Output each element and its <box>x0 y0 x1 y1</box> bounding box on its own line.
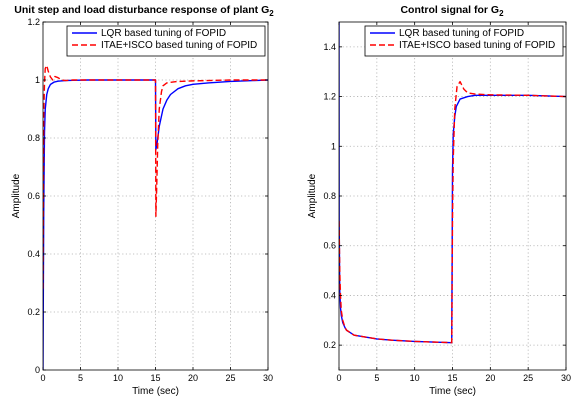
x-tick-label: 30 <box>263 373 273 383</box>
x-tick-label: 5 <box>78 373 83 383</box>
y-tick-label: 0 <box>35 365 40 375</box>
chart-title-text: Control signal for G <box>400 4 499 16</box>
y-tick-label: 0.8 <box>323 191 336 201</box>
y-axis-label: Amplitude <box>11 173 22 218</box>
legend-box <box>364 25 564 57</box>
x-axis-label: Time (sec) <box>132 386 179 397</box>
x-tick-label: 20 <box>485 373 495 383</box>
legend-label-lqr: LQR based tuning of FOPID <box>399 28 524 39</box>
y-tick-label: 0.2 <box>27 307 40 317</box>
x-tick-label: 10 <box>410 373 420 383</box>
x-tick-label: 0 <box>336 373 341 383</box>
y-tick-label: 0.6 <box>323 241 336 251</box>
control-signal-chart: 0 5 10 15 20 25 30 0.2 0.4 0.6 0.8 1 1.2 1.4 Time (sec… <box>307 4 571 397</box>
legend-label-itae: ITAE+ISCO based tuning of FOPID <box>399 40 555 51</box>
chart-title-text: Unit step and load disturbance response … <box>14 4 269 16</box>
x-tick-label: 15 <box>150 373 160 383</box>
y-tick-label: 0.4 <box>27 249 40 259</box>
y-tick-label: 1 <box>331 141 336 151</box>
chart-title-subscript: 2 <box>269 9 274 18</box>
x-tick-label: 20 <box>188 373 198 383</box>
legend-label-itae: ITAE+ISCO based tuning of FOPID <box>101 40 257 51</box>
x-tick-label: 25 <box>225 373 235 383</box>
x-tick-label: 5 <box>374 373 379 383</box>
y-tick-label: 1.2 <box>27 17 40 27</box>
legend-box <box>66 25 266 57</box>
x-tick-label: 15 <box>447 373 457 383</box>
x-axis-label: Time (sec) <box>429 386 476 397</box>
x-tick-label: 25 <box>523 373 533 383</box>
y-tick-label: 0.2 <box>323 340 336 350</box>
x-tick-label: 30 <box>561 373 571 383</box>
x-tick-label: 10 <box>113 373 123 383</box>
y-tick-label: 0.6 <box>27 191 40 201</box>
legend-label-lqr: LQR based tuning of FOPID <box>101 28 226 39</box>
y-tick-label: 0.8 <box>27 133 40 143</box>
chart-title: Unit step and load disturbance response … <box>14 4 274 18</box>
chart-title: Control signal for G2 <box>400 4 504 18</box>
y-tick-label: 1.4 <box>323 42 336 52</box>
y-tick-label: 1 <box>35 75 40 85</box>
chart-title-subscript: 2 <box>499 9 504 18</box>
y-axis-label: Amplitude <box>307 173 318 218</box>
series-line-itae <box>339 80 566 344</box>
y-tick-label: 1.2 <box>323 92 336 102</box>
step-response-chart: 0 5 10 15 20 25 30 0 0.2 0.4 0.6 0.8 1 1.2 Time (sec) A… <box>11 4 274 397</box>
y-tick-label: 0.4 <box>323 290 336 300</box>
x-tick-label: 0 <box>40 373 45 383</box>
